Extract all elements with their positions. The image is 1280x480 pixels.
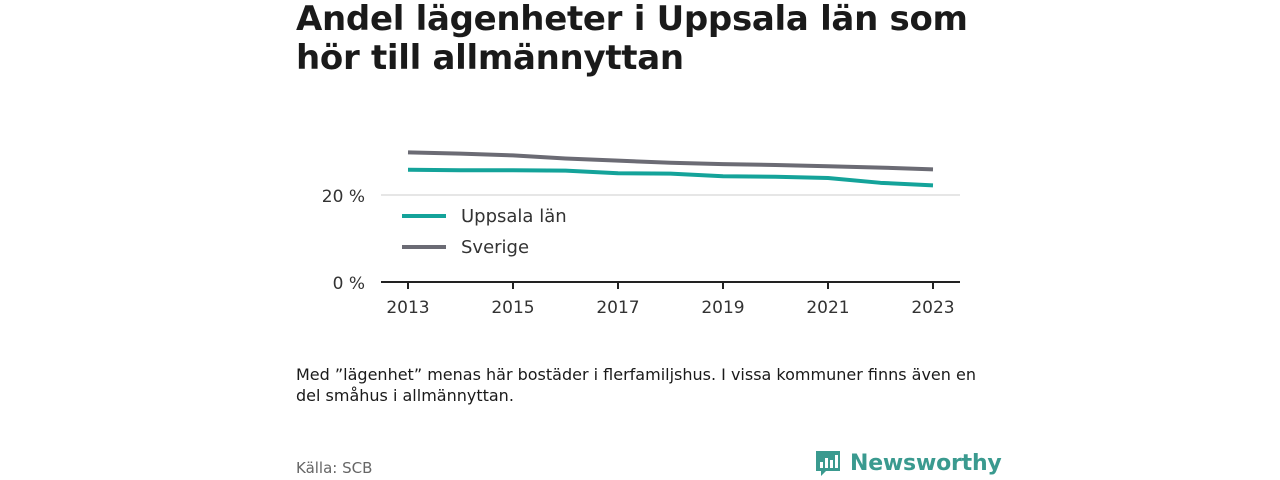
x-tick-label: 2023: [911, 298, 954, 318]
series-line-uppsala-lan: [407, 167, 934, 188]
chart-title: Andel lägenheter i Uppsala län som hör t…: [296, 0, 968, 78]
y-tick-label: 20 %: [322, 187, 365, 207]
legend-label: Sverige: [461, 237, 529, 258]
source-label: Källa: SCB: [296, 459, 373, 477]
y-axis-labels: 0 % 20 %: [322, 187, 365, 294]
x-tick-label: 2015: [491, 298, 534, 318]
legend-label: Uppsala län: [461, 206, 567, 227]
x-tick-label: 2013: [386, 298, 429, 318]
x-tick-label: 2021: [806, 298, 849, 318]
y-tick-label: 0 %: [333, 274, 365, 294]
newsworthy-logo-icon: [816, 451, 840, 476]
brand-name: Newsworthy: [850, 450, 1002, 476]
legend: Uppsala län Sverige: [402, 206, 567, 258]
brand-logo: Newsworthy: [814, 446, 1002, 480]
chart-note: Med ”lägenhet” menas här bostäder i fler…: [296, 365, 976, 405]
x-tick-label: 2019: [701, 298, 744, 318]
line-chart: 0 % 20 % 2013 2015 2017 2019 2021 2023 Uppsala…: [322, 150, 960, 318]
series-lines: [407, 150, 934, 188]
x-axis-labels: 2013 2015 2017 2019 2021 2023: [386, 298, 954, 318]
x-axis: [381, 281, 960, 289]
series-line-sverige: [407, 150, 934, 172]
x-tick-label: 2017: [596, 298, 639, 318]
